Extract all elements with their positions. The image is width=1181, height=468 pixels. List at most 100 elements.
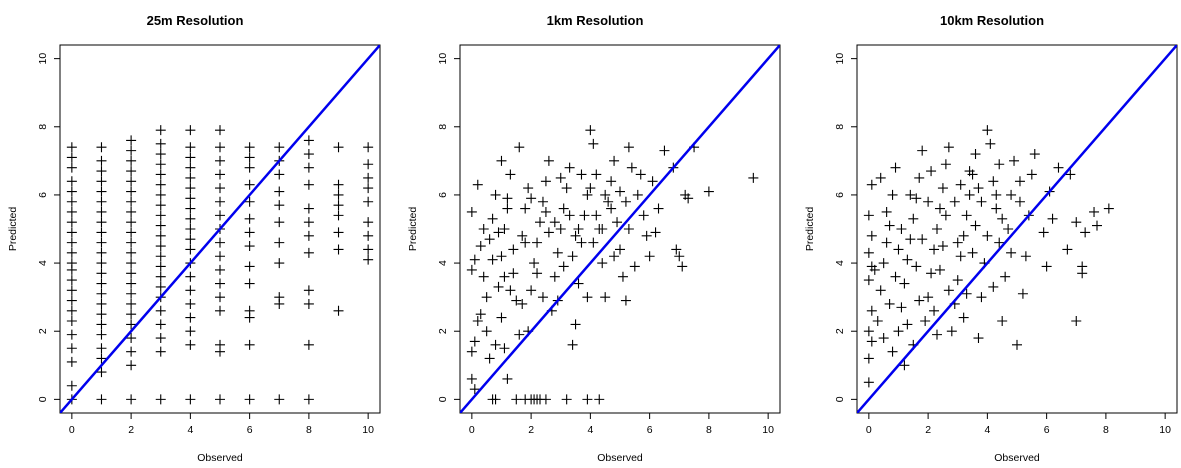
data-point [303,135,314,146]
data-point [244,152,255,163]
data-point [632,189,643,200]
scatter-plot-10km: 0 2 4 6 8 10 0 2 4 6 8 10 Observed Predicted [804,44,1178,464]
chart-title: 10km Resolution [939,13,1045,28]
y-axis-label: Predicted [407,207,419,252]
data-point [988,176,999,187]
data-point [887,346,898,357]
data-point [564,162,575,173]
data-point [96,394,107,405]
data-point [185,172,196,183]
y-tick-label: 8 [834,124,846,130]
data-point [155,159,166,170]
data-point [582,292,593,303]
data-point [612,217,623,228]
data-point [926,268,937,279]
data-point [671,244,682,255]
data-point [863,377,874,388]
data-point [499,343,510,354]
data-point [588,138,599,149]
y-tick-label: 4 [437,260,449,266]
y-tick-label: 0 [437,396,449,402]
data-point [126,155,137,166]
data-point [493,227,504,238]
data-point [126,247,137,258]
data-point [96,247,107,258]
data-point [653,203,664,214]
x-tick-label: 2 [925,424,931,436]
data-point [185,125,196,136]
data-point [274,394,285,405]
data-point [1080,227,1091,238]
data-point [215,305,225,316]
data-point [303,217,314,228]
data-point [478,224,489,234]
data-point [597,258,608,269]
y-tick-label: 4 [37,260,49,266]
plot-frame [59,44,381,414]
data-point [66,152,77,163]
data-point [549,217,560,228]
data-point [955,179,966,190]
data-point [185,152,196,163]
data-point [561,183,572,194]
reference-line [60,45,380,413]
data-point [952,237,963,248]
data-point [937,183,948,194]
data-point [899,360,910,371]
data-point [635,169,646,180]
data-point [523,183,534,194]
data-point [526,193,537,204]
data-point [185,394,196,405]
data-point [952,275,963,286]
y-tick-label: 0 [37,396,49,402]
data-point [1026,169,1037,180]
data-point [66,356,77,367]
data-point [558,261,569,272]
y-tick-label: 6 [37,192,49,198]
data-point [155,169,166,180]
chart-panel-1km: 1km Resolution 0 2 4 6 8 10 0 2 4 6 8 10 Observed Pre… [400,0,790,468]
data-point [96,367,107,378]
data-point [940,159,951,170]
data-point [514,329,525,340]
data-point [988,281,999,292]
data-point [932,329,942,340]
data-point [878,258,889,269]
data-point [526,285,537,296]
x-tick-label: 0 [469,424,475,436]
data-point [274,169,285,180]
data-point [126,333,137,344]
data-point [126,217,137,228]
data-point [66,186,77,197]
data-point [96,217,107,228]
data-point [155,261,166,272]
data-point [215,155,225,166]
data-point [244,227,255,238]
plot-frame [856,44,1178,414]
data-point [66,329,77,340]
data-point [185,312,196,323]
data-point [126,145,137,156]
data-point [155,305,166,316]
data-point [902,254,913,265]
data-point [126,319,137,330]
data-point [126,186,137,197]
data-point [155,241,166,252]
data-point [66,142,77,153]
data-point [66,217,77,228]
data-point [155,220,166,231]
y-tick-label: 0 [834,396,846,402]
data-point [558,203,569,214]
data-point [1077,261,1088,272]
x-tick-label: 10 [1159,424,1171,436]
data-point [1006,247,1017,258]
data-point [126,258,137,269]
data-point [274,200,285,211]
data-point [991,189,1002,200]
data-point [96,268,107,279]
data-point [555,224,566,234]
data-point [215,169,225,180]
data-point [496,251,507,262]
data-point [96,353,107,364]
data-point [126,237,137,248]
